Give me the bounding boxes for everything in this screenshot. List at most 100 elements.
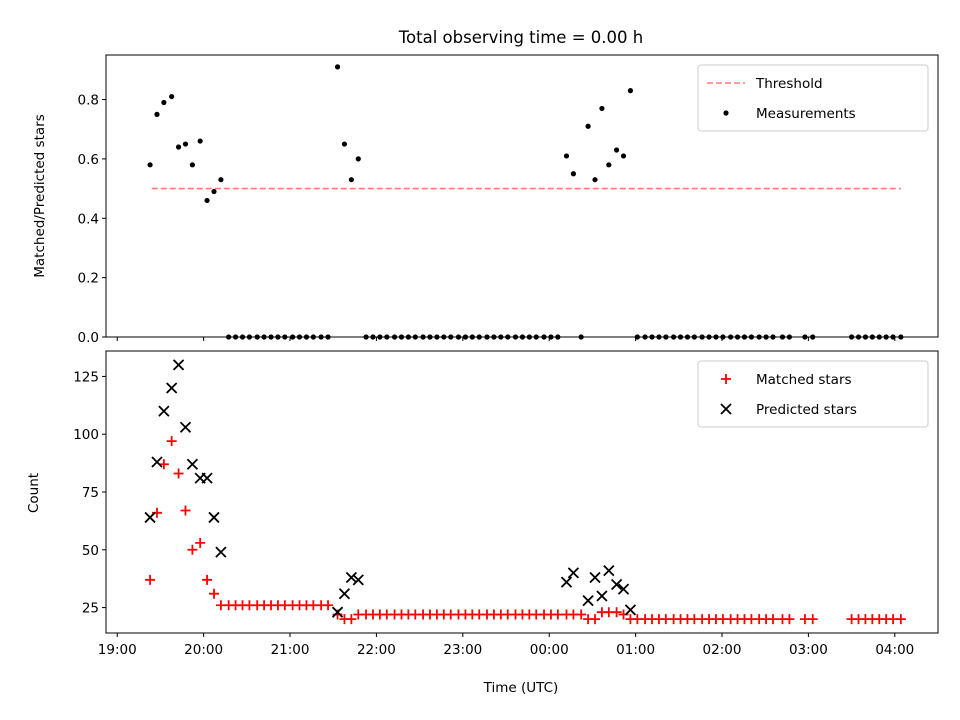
- legend: Matched stars Predicted stars: [697, 360, 929, 428]
- x-tick-label: 23:00: [443, 642, 482, 658]
- measurement-point: [161, 99, 167, 106]
- predicted-star-point: [338, 588, 351, 600]
- measurement-point: [154, 111, 160, 117]
- measurement-point: [627, 88, 634, 94]
- matched-star-point: [552, 609, 563, 620]
- y-tick-label: 0.6: [78, 152, 99, 168]
- predicted-star-point: [610, 578, 623, 591]
- measurement-point: [355, 156, 361, 162]
- y-tick-label: 0.4: [78, 211, 99, 227]
- matched-star-point: [166, 436, 177, 447]
- x-tick-label: 03:00: [789, 642, 828, 658]
- x-tick-label: 19:00: [98, 642, 137, 658]
- measurement-point: [341, 141, 348, 147]
- legend-label: Predicted stars: [756, 402, 857, 418]
- legend-box: [697, 64, 929, 132]
- measurement-point: [211, 188, 217, 195]
- legend-label: Threshold: [755, 76, 823, 92]
- predicted-star-point: [603, 564, 615, 577]
- predicted-star-point: [208, 511, 220, 524]
- x-tick-label: 04:00: [875, 642, 914, 658]
- bottom-y-axis-label: Count: [26, 473, 42, 513]
- y-tick-label: 75: [82, 485, 99, 501]
- y-tick-label: 125: [73, 369, 99, 385]
- measurement-point: [218, 177, 224, 183]
- measurement-point: [599, 105, 605, 112]
- matched-star-point: [767, 614, 778, 625]
- measurement-point: [197, 138, 203, 144]
- matched-star-point: [187, 544, 198, 555]
- measurement-point: [592, 177, 598, 183]
- matched-star-point: [784, 614, 795, 625]
- x-tick-label: 21:00: [271, 642, 310, 658]
- predicted-star-point: [215, 546, 227, 558]
- legend-measurement-handle: [723, 110, 729, 116]
- matched-star-point: [173, 468, 184, 479]
- matched-star-point: [590, 614, 601, 625]
- measurement-point: [189, 162, 195, 168]
- measurement-point: [614, 147, 620, 153]
- x-tick-label: 01:00: [616, 642, 655, 658]
- measurement-point: [348, 177, 354, 183]
- measurement-point: [334, 64, 341, 70]
- predicted-star-point: [179, 421, 192, 433]
- measurement-point: [585, 123, 591, 129]
- predicted-star-point: [352, 574, 364, 586]
- measurement-point: [147, 162, 153, 168]
- legend-label: Measurements: [756, 106, 856, 122]
- axes-frame: [105, 54, 939, 338]
- y-tick-label: 50: [82, 543, 99, 559]
- matched-star-point: [895, 614, 906, 625]
- legend-box: [697, 360, 929, 428]
- legend-predicted-handle: [720, 403, 732, 415]
- predicted-star-point: [582, 595, 594, 607]
- predicted-star-point: [567, 567, 580, 579]
- predicted-star-point: [589, 571, 601, 584]
- predicted-star-point: [617, 583, 630, 595]
- predicted-star-point: [166, 382, 178, 394]
- measurement-point: [606, 162, 612, 168]
- measurement-point: [204, 197, 210, 204]
- matched-star-point: [611, 607, 622, 618]
- x-tick-label: 02:00: [703, 642, 742, 658]
- chart-title: Total observing time = 0.00 h: [398, 28, 643, 47]
- y-tick-label: 0.2: [78, 271, 99, 287]
- predicted-star-point: [158, 405, 170, 417]
- matched-star-point: [195, 537, 206, 548]
- x-axis-label: Time (UTC): [483, 680, 559, 696]
- y-tick-label: 0.0: [78, 330, 99, 346]
- y-tick-label: 25: [82, 601, 99, 617]
- matched-star-point: [202, 574, 213, 585]
- top-axes: 0.0 0.2 0.4 0.6 0.8 Threshold Measurements: [78, 54, 939, 346]
- predicted-star-point: [345, 571, 358, 584]
- top-y-axis-label: Matched/Predicted stars: [32, 114, 48, 277]
- measurement-point: [182, 141, 189, 147]
- matched-star-point: [208, 588, 219, 599]
- legend-label: Matched stars: [756, 372, 852, 388]
- matched-star-point: [346, 614, 357, 625]
- axes-frame: [105, 350, 939, 634]
- predicted-star-point: [201, 472, 213, 484]
- bottom-axes: 25 50 75 100 125 19:00 20:00 21:00 22:00 23:00 00:…: [73, 350, 939, 658]
- matched-star-point: [145, 574, 156, 585]
- measurement-point: [570, 171, 577, 177]
- x-tick-label: 00:00: [530, 642, 569, 658]
- matched-star-point: [807, 614, 818, 625]
- predicted-star-point: [331, 606, 344, 618]
- series-measurements: [147, 64, 904, 340]
- predicted-star-point: [144, 511, 156, 524]
- x-tick-label: 22:00: [357, 642, 396, 658]
- y-tick-label: 0.8: [78, 93, 99, 109]
- predicted-star-point: [151, 456, 163, 468]
- predicted-star-point: [596, 590, 608, 602]
- matched-star-point: [576, 609, 587, 620]
- legend-matched-handle: [721, 374, 731, 384]
- predicted-star-point: [186, 458, 199, 470]
- measurement-point: [563, 153, 570, 159]
- measurement-point: [620, 153, 627, 159]
- measurement-point: [169, 93, 175, 100]
- y-tick-label: 100: [73, 427, 99, 443]
- legend: Threshold Measurements: [697, 64, 929, 132]
- x-tick-label: 20:00: [184, 642, 223, 658]
- matched-star-point: [180, 505, 191, 516]
